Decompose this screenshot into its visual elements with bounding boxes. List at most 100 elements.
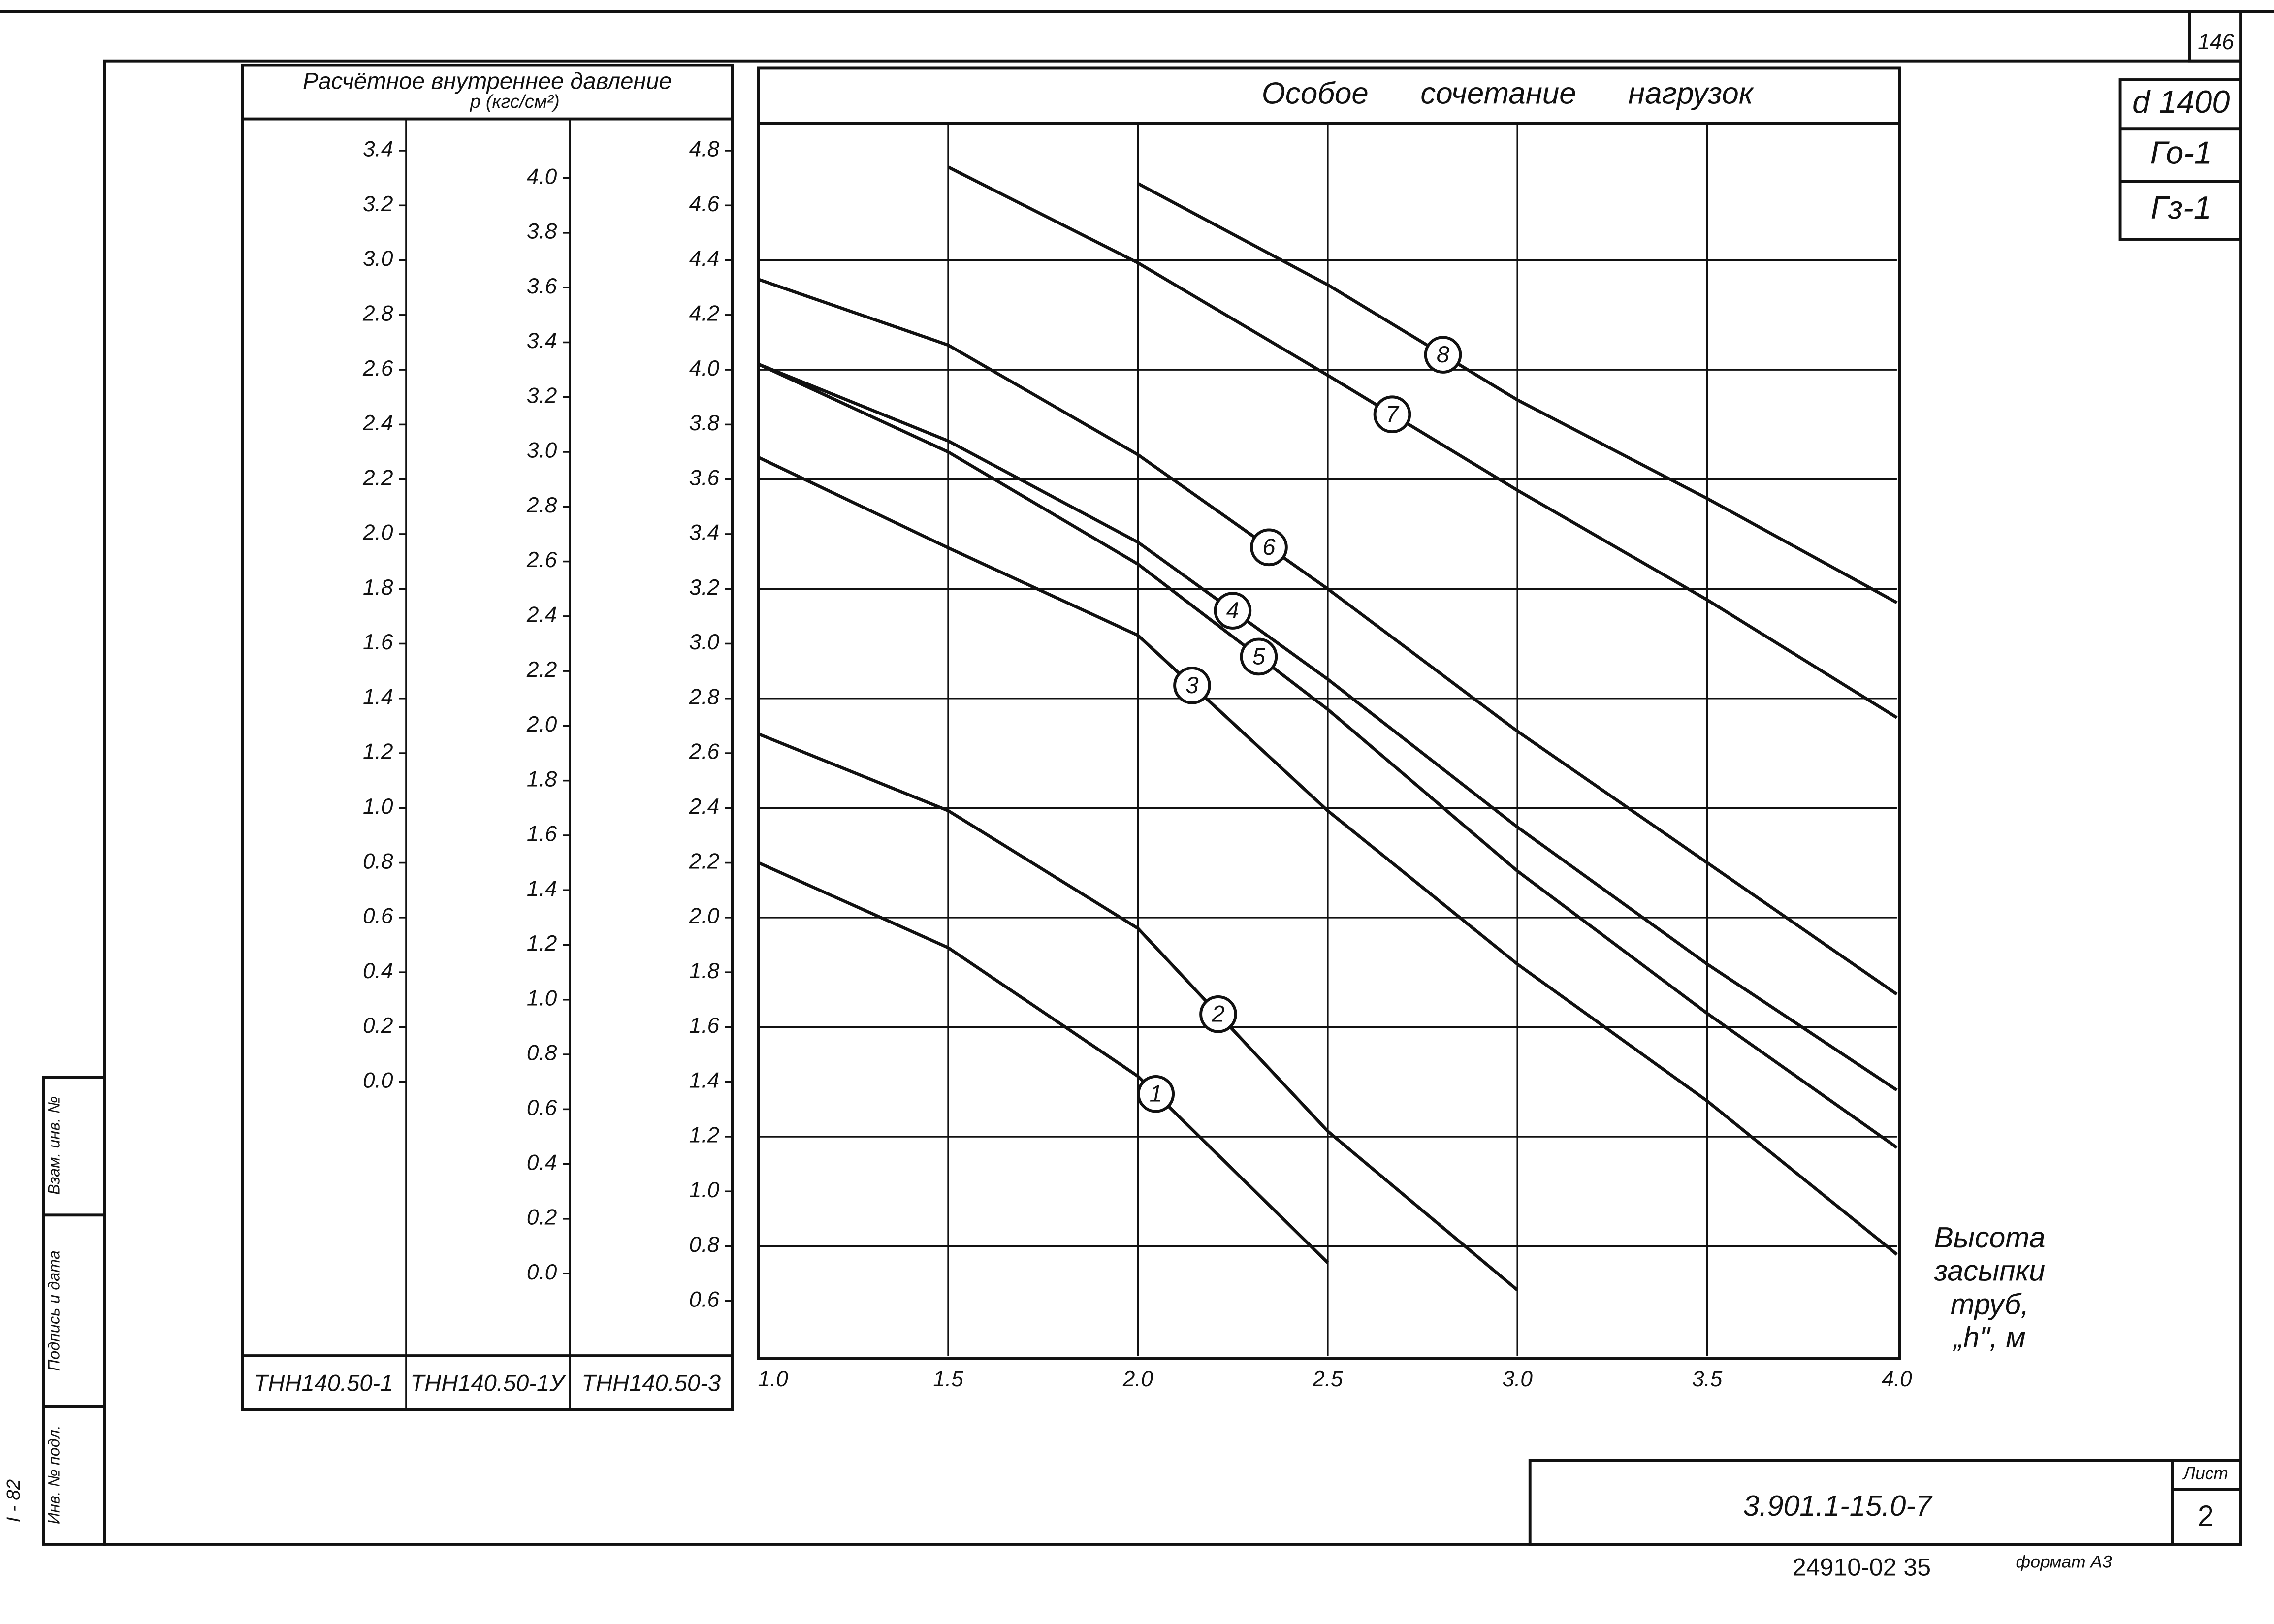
scale-tick-label: 0.6 [363,904,393,928]
scale-tick-label: 1.2 [363,740,393,764]
curve-badge [1240,637,1278,676]
curve-name: 3 [1185,672,1198,698]
tag-box [2118,78,2242,241]
scale-tick-label: 0.8 [363,849,393,873]
y-tick-label: 1.8 [689,959,720,983]
y-tick-label: 2.8 [689,685,720,709]
curve [947,165,1898,719]
curve-name: 2 [1211,1001,1224,1027]
y-tick-label: 2.6 [689,740,720,764]
tag: Гз-1 [2151,190,2211,225]
designation: 3.901.1-15.0-7 [1743,1490,1933,1522]
x-tick-label: 1.0 [758,1367,788,1391]
curve [758,278,1898,996]
scale-name: ТНН140.50-3 [581,1369,721,1396]
curve [758,732,1519,1292]
scale-tick-label: 1.6 [527,822,557,846]
scale-tick-label: 3.0 [527,439,557,463]
y-tick-label: 3.4 [689,521,719,545]
x-tick-label: 2.0 [1122,1367,1153,1391]
sheet-number: 146 [2198,30,2234,54]
curve [1137,182,1898,605]
scale-tick-label: 0.2 [363,1014,393,1038]
y-tick-label: 3.0 [689,630,720,654]
y-tick-label: 4.4 [689,247,719,271]
scale-tick-label: 3.2 [527,383,557,408]
scale-tick-label: 1.8 [363,575,393,600]
scale-tick-label: 1.0 [527,986,557,1010]
sheet-number-box [2188,10,2242,63]
scale-tick-label: 1.2 [527,931,557,955]
curve-badge [1214,592,1252,630]
plot-frame [757,66,1901,1360]
y-tick-label: 3.6 [689,466,720,490]
y-tick-label: 0.8 [689,1233,720,1257]
curve-name: 5 [1252,643,1266,669]
scale-tick-label: 0.6 [527,1096,557,1120]
curve-badge [1137,1075,1175,1113]
x-tick-label: 3.0 [1503,1367,1533,1391]
curve [758,362,1898,1092]
scale-tick-label: 3.0 [363,247,393,271]
scale-tick-label: 3.2 [363,192,393,216]
curve-badge [1373,395,1411,434]
scale-table [241,64,734,1411]
scale-tick-label: 2.6 [526,548,557,572]
y-tick-label: 4.0 [689,356,720,381]
y-title: Расчётное внутреннее давление [303,67,672,94]
scale-tick-label: 0.0 [363,1068,393,1092]
title-block [1528,1459,2242,1546]
scale-tick-label: 3.4 [527,329,557,353]
y-tick-label: 0.6 [689,1287,720,1311]
scale-tick-label: 0.8 [527,1041,557,1065]
scale-tick-label: 1.0 [363,795,393,819]
y-tick-label: 2.0 [689,904,720,928]
y-unit: р (кгс/см²) [470,91,560,112]
scale-tick-label: 2.6 [362,356,393,381]
sheet-label: Лист [2182,1464,2228,1483]
y-tick-label: 1.6 [689,1014,720,1038]
y-tick-label: 4.6 [689,192,720,216]
scale-tick-label: 0.0 [527,1260,557,1284]
x-label-line: „h", м [1952,1322,2025,1354]
curve-name: 4 [1226,597,1239,623]
scale-tick-label: 1.6 [363,630,393,654]
y-tick-label: 1.2 [689,1123,719,1147]
scale-tick-label: 2.8 [526,493,557,517]
y-tick-label: 3.2 [689,575,719,600]
tag: d 1400 [2132,84,2230,120]
scale-tick-label: 3.8 [527,220,557,244]
curve [758,456,1898,1256]
side-label: Подпись и дата [45,1250,63,1371]
scale-tick-label: 2.0 [362,521,393,545]
scale-tick-label: 2.4 [362,411,393,435]
scale-tick-label: 2.2 [526,658,557,682]
side-label: Инв. № подл. [45,1425,63,1524]
scale-tick-label: 1.8 [527,767,557,791]
curve-name: 1 [1150,1081,1162,1107]
scale-tick-label: 2.0 [526,712,557,736]
curve [758,861,1329,1264]
curve-badge [1199,995,1237,1033]
scale-tick-label: 2.4 [526,603,557,627]
scale-tick-label: 2.2 [362,466,393,490]
sheet: 2 [2198,1500,2214,1532]
scale-tick-label: 3.4 [363,137,393,161]
curve-name: 6 [1262,534,1276,560]
x-label-line: Высота [1934,1222,2045,1254]
scale-tick-label: 4.0 [527,164,557,189]
curve-name: 8 [1437,341,1449,367]
chart-title: Особое сочетание нагрузок [1262,77,1755,111]
y-tick-label: 4.2 [689,302,719,326]
footer-number: 24910-02 35 [1793,1553,1931,1581]
curve-badge [1173,667,1211,704]
x-tick-label: 1.5 [933,1367,963,1391]
side-label: Взам. инв. № [45,1096,63,1195]
x-label-line: засыпки [1934,1255,2045,1287]
scale-tick-label: 0.4 [363,959,393,983]
curve-badge [1424,336,1462,374]
x-tick-label: 2.5 [1312,1367,1343,1391]
y-tick-label: 4.8 [689,137,720,161]
